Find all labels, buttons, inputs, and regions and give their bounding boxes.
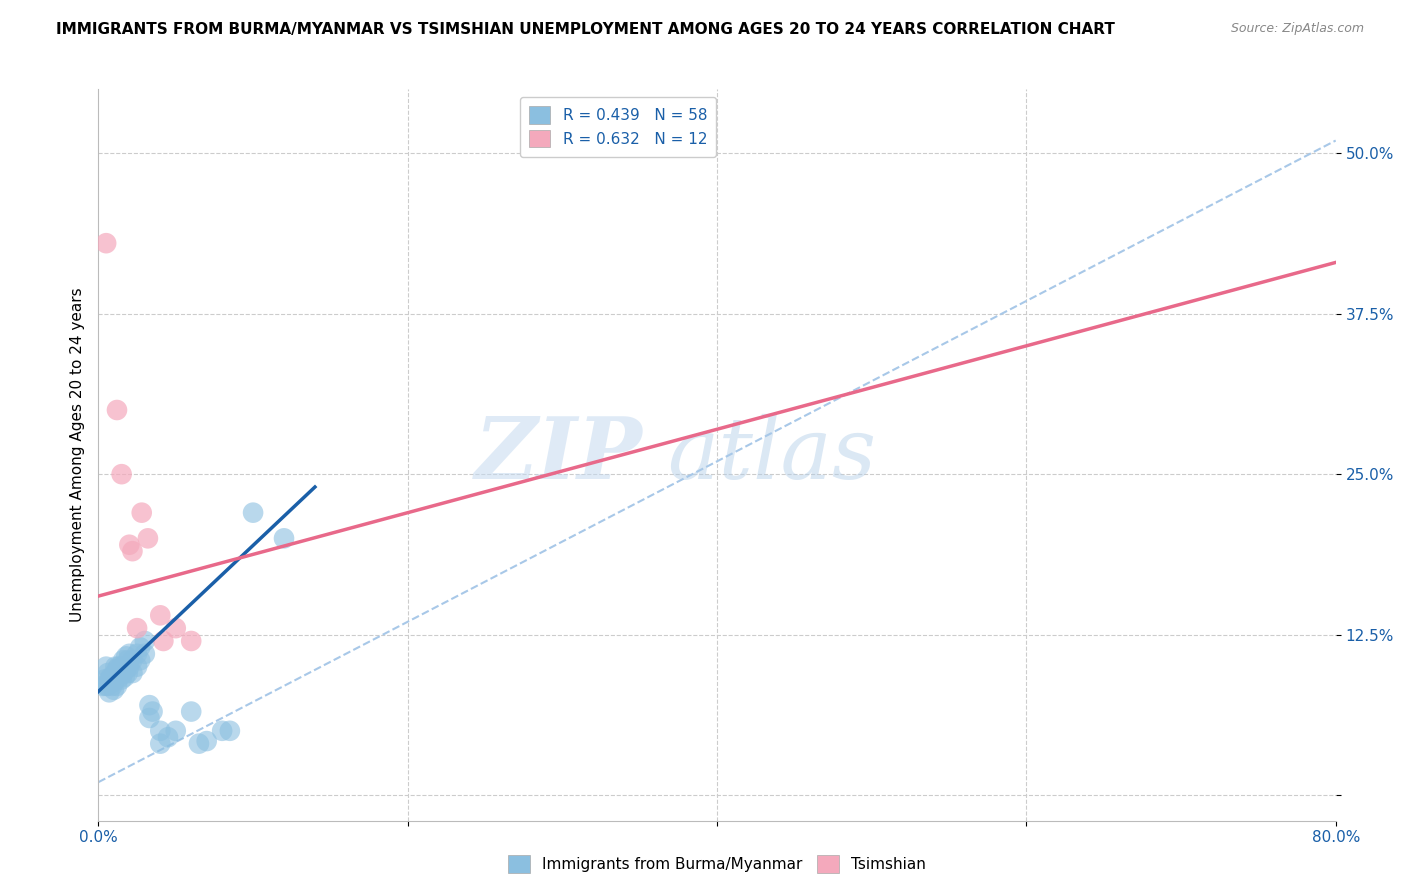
Point xyxy=(157,730,180,744)
Point xyxy=(117,666,139,681)
Point xyxy=(188,737,211,751)
Point xyxy=(100,675,122,690)
Text: ZIP: ZIP xyxy=(475,413,643,497)
Point xyxy=(134,647,156,661)
Point xyxy=(195,734,218,748)
Point xyxy=(96,659,118,673)
Point xyxy=(111,659,132,673)
Point xyxy=(136,532,159,546)
Point xyxy=(127,647,149,661)
Point xyxy=(165,723,187,738)
Point xyxy=(149,737,172,751)
Point xyxy=(97,679,120,693)
Point xyxy=(105,403,128,417)
Point xyxy=(114,670,136,684)
Point xyxy=(141,705,165,719)
Point xyxy=(149,608,172,623)
Point xyxy=(103,668,125,682)
Point xyxy=(134,634,156,648)
Point xyxy=(91,679,114,693)
Point xyxy=(93,673,115,687)
Point xyxy=(103,675,125,690)
Point xyxy=(107,666,129,681)
Point xyxy=(104,659,127,673)
Point xyxy=(121,653,143,667)
Point xyxy=(131,506,153,520)
Point xyxy=(103,682,125,697)
Point xyxy=(101,679,124,693)
Point xyxy=(108,662,131,676)
Point xyxy=(101,673,124,687)
Point xyxy=(129,653,152,667)
Legend: Immigrants from Burma/Myanmar, Tsimshian: Immigrants from Burma/Myanmar, Tsimshian xyxy=(502,849,932,879)
Point xyxy=(127,621,149,635)
Point xyxy=(117,653,139,667)
Point xyxy=(104,666,127,681)
Point xyxy=(180,705,202,719)
Point xyxy=(118,659,141,673)
Point xyxy=(96,236,118,251)
Text: atlas: atlas xyxy=(668,414,877,496)
Y-axis label: Unemployment Among Ages 20 to 24 years: Unemployment Among Ages 20 to 24 years xyxy=(69,287,84,623)
Point xyxy=(112,666,135,681)
Point xyxy=(121,666,143,681)
Point xyxy=(180,634,202,648)
Point xyxy=(242,506,264,520)
Point xyxy=(114,659,136,673)
Text: IMMIGRANTS FROM BURMA/MYANMAR VS TSIMSHIAN UNEMPLOYMENT AMONG AGES 20 TO 24 YEAR: IMMIGRANTS FROM BURMA/MYANMAR VS TSIMSHI… xyxy=(56,22,1115,37)
Point xyxy=(112,653,135,667)
Point xyxy=(111,467,132,482)
Point xyxy=(107,659,129,673)
Point xyxy=(152,634,174,648)
Point xyxy=(97,666,120,681)
Point xyxy=(108,670,131,684)
Point xyxy=(129,640,152,655)
Point xyxy=(105,679,128,693)
Point xyxy=(98,673,121,687)
Point xyxy=(111,673,132,687)
Point xyxy=(118,647,141,661)
Text: Source: ZipAtlas.com: Source: ZipAtlas.com xyxy=(1230,22,1364,36)
Point xyxy=(149,723,172,738)
Point xyxy=(211,723,233,738)
Point xyxy=(121,544,143,558)
Point xyxy=(219,723,242,738)
Point xyxy=(98,685,121,699)
Point xyxy=(118,538,141,552)
Point xyxy=(105,662,128,676)
Point xyxy=(96,679,118,693)
Point xyxy=(165,621,187,635)
Point xyxy=(100,670,122,684)
Point xyxy=(138,698,160,713)
Point xyxy=(127,659,149,673)
Point xyxy=(115,649,138,664)
Point xyxy=(115,662,138,676)
Point xyxy=(273,532,295,546)
Point xyxy=(105,670,128,684)
Point xyxy=(138,711,160,725)
